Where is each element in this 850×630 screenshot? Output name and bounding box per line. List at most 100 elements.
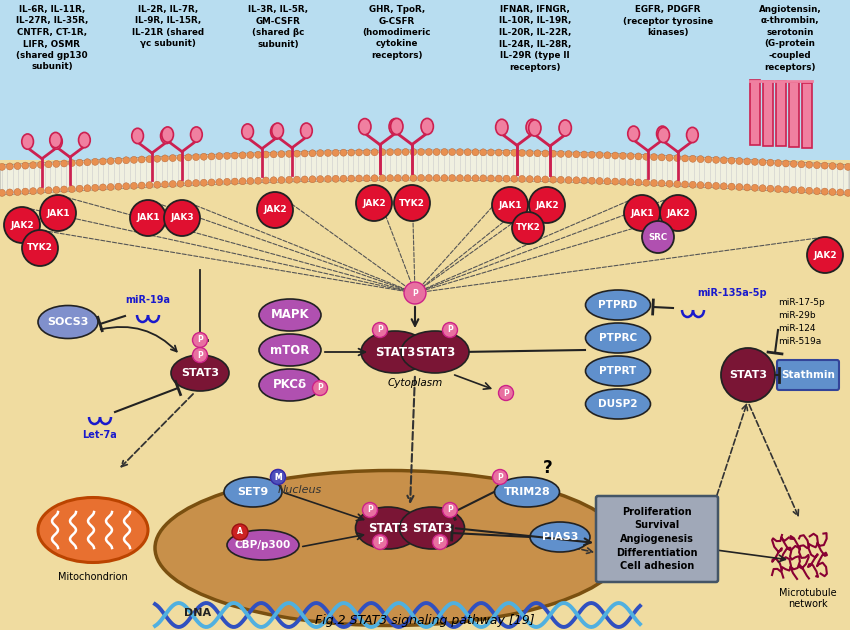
Circle shape (443, 503, 457, 517)
Circle shape (534, 150, 541, 157)
Ellipse shape (421, 118, 434, 135)
Circle shape (643, 153, 649, 160)
Circle shape (92, 185, 99, 192)
Circle shape (37, 187, 44, 194)
Text: (shared gp130: (shared gp130 (16, 51, 88, 60)
Circle shape (402, 175, 409, 181)
Text: Let-7a: Let-7a (82, 430, 117, 440)
Text: JAK1: JAK1 (136, 214, 160, 222)
Circle shape (642, 221, 674, 253)
Ellipse shape (559, 120, 571, 136)
Circle shape (604, 178, 611, 185)
Circle shape (728, 183, 735, 190)
Circle shape (394, 149, 401, 156)
Circle shape (224, 178, 230, 185)
Circle shape (154, 155, 161, 163)
Circle shape (441, 149, 448, 156)
Circle shape (581, 151, 587, 158)
Circle shape (627, 179, 634, 186)
Text: M: M (274, 472, 282, 481)
Circle shape (37, 161, 44, 168)
Circle shape (813, 162, 820, 169)
Circle shape (720, 183, 728, 190)
Text: CNTFR, CT-1R,: CNTFR, CT-1R, (17, 28, 87, 37)
Text: (receptor tyrosine: (receptor tyrosine (623, 16, 713, 25)
Circle shape (362, 503, 377, 517)
Text: P: P (447, 505, 453, 515)
Circle shape (340, 175, 347, 182)
Circle shape (806, 161, 813, 168)
Text: P: P (377, 326, 382, 335)
Circle shape (348, 175, 354, 182)
Circle shape (216, 152, 223, 159)
Circle shape (356, 185, 392, 221)
Circle shape (115, 183, 122, 190)
Text: GM-CSFR: GM-CSFR (256, 16, 300, 25)
Text: G-CSFR: G-CSFR (379, 16, 415, 25)
Polygon shape (0, 150, 850, 195)
Text: PTPRC: PTPRC (599, 333, 637, 343)
Text: IL-10R, IL-19R,: IL-10R, IL-19R, (499, 16, 571, 25)
Text: (homodimeric: (homodimeric (363, 28, 431, 37)
Circle shape (53, 186, 60, 193)
Circle shape (565, 176, 572, 183)
Circle shape (588, 177, 595, 184)
Circle shape (658, 180, 666, 187)
Circle shape (6, 163, 14, 170)
Text: JAK2: JAK2 (666, 209, 690, 217)
Circle shape (782, 160, 790, 167)
Circle shape (518, 175, 525, 183)
Circle shape (139, 182, 145, 189)
Circle shape (76, 185, 83, 192)
Circle shape (99, 158, 106, 165)
Circle shape (441, 175, 448, 181)
Circle shape (464, 149, 471, 156)
Bar (802, 83, 812, 147)
Circle shape (736, 183, 743, 190)
Text: P: P (437, 537, 443, 546)
Circle shape (612, 152, 619, 159)
Circle shape (434, 149, 440, 156)
Circle shape (682, 155, 688, 162)
Text: P: P (367, 505, 373, 515)
Circle shape (107, 158, 114, 164)
Circle shape (496, 175, 502, 182)
Text: cytokine: cytokine (376, 40, 418, 49)
Circle shape (40, 195, 76, 231)
Circle shape (798, 187, 805, 194)
Text: DUSP2: DUSP2 (598, 399, 638, 409)
Circle shape (278, 151, 285, 158)
Ellipse shape (272, 123, 283, 139)
Text: LIFR, OSMR: LIFR, OSMR (24, 40, 81, 49)
Text: TYK2: TYK2 (399, 198, 425, 207)
Text: subunit): subunit) (31, 62, 73, 71)
Circle shape (177, 180, 184, 187)
Circle shape (216, 179, 223, 186)
Text: JAK1: JAK1 (46, 209, 70, 217)
Circle shape (122, 157, 130, 164)
Text: M: M (274, 472, 282, 481)
Circle shape (286, 151, 292, 158)
Circle shape (821, 188, 828, 195)
Circle shape (627, 152, 634, 159)
Circle shape (697, 181, 704, 188)
Circle shape (612, 178, 619, 185)
Circle shape (798, 161, 805, 168)
Circle shape (518, 149, 525, 156)
Circle shape (0, 190, 5, 197)
Bar (776, 81, 786, 146)
Text: IL-21R (shared: IL-21R (shared (132, 28, 204, 37)
Circle shape (404, 282, 426, 304)
Text: Stathmin: Stathmin (781, 370, 835, 380)
Circle shape (239, 178, 246, 185)
Circle shape (751, 158, 758, 165)
Circle shape (479, 149, 487, 156)
Circle shape (433, 534, 447, 549)
Text: Nucleus: Nucleus (278, 485, 322, 495)
Circle shape (84, 159, 91, 166)
Circle shape (558, 176, 564, 183)
Circle shape (550, 150, 557, 157)
Text: JAK2: JAK2 (536, 200, 558, 210)
Circle shape (286, 176, 292, 183)
Ellipse shape (526, 119, 538, 135)
